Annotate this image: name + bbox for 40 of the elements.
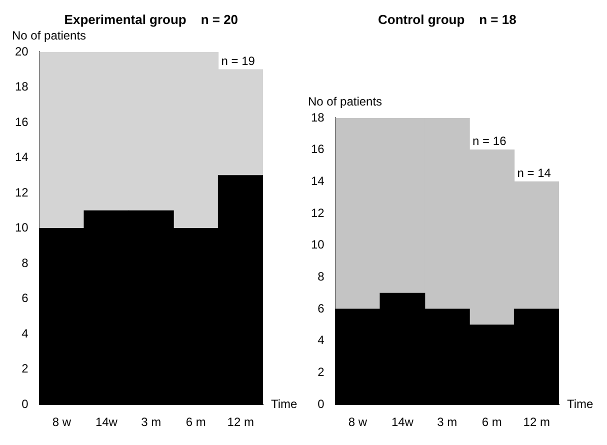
- y-axis-title: No of patients: [308, 94, 382, 108]
- annotation: n = 19: [221, 54, 256, 68]
- y-tick-label: 14: [310, 174, 325, 188]
- y-tick-label: 6: [318, 301, 325, 316]
- x-tick-label: 3 m: [141, 415, 162, 430]
- x-axis-title: Time: [271, 396, 298, 411]
- x-tick-label: 8 w: [52, 415, 72, 430]
- y-tick-label: 16: [310, 142, 325, 156]
- annotation: n = 14: [517, 166, 552, 180]
- y-axis-title: No of patients: [12, 28, 86, 42]
- chart-title: Experimental group n = 20: [64, 12, 238, 28]
- y-tick-label: 18: [14, 80, 29, 94]
- annotation: n = 16: [472, 134, 507, 148]
- y-tick-label: 10: [310, 238, 325, 252]
- chart-title: Control group n = 18: [378, 12, 516, 28]
- x-tick-label: 14w: [95, 415, 118, 430]
- y-tick-label: 8: [318, 270, 325, 284]
- y-tick-label: 2: [22, 362, 29, 376]
- x-tick-label: 6 m: [482, 415, 502, 430]
- x-tick-label: 6 m: [186, 415, 206, 430]
- y-tick-label: 6: [22, 291, 29, 306]
- x-tick-label: 12 m: [523, 415, 550, 430]
- y-tick-label: 14: [14, 150, 29, 164]
- x-tick-label: 8 w: [348, 415, 368, 430]
- y-tick-label: 2: [318, 365, 325, 380]
- x-tick-label: 14w: [391, 415, 414, 430]
- y-tick-label: 8: [22, 256, 29, 270]
- y-tick-label: 4: [318, 333, 325, 348]
- y-tick-label: 12: [14, 185, 29, 200]
- y-tick-label: 16: [14, 114, 29, 129]
- y-tick-label: 4: [22, 326, 29, 340]
- y-tick-label: 0: [318, 396, 325, 411]
- x-tick-label: 12 m: [227, 415, 254, 430]
- x-axis-title: Time: [567, 396, 594, 411]
- y-tick-label: 10: [14, 220, 29, 235]
- y-tick-label: 12: [310, 206, 325, 220]
- x-tick-label: 3 m: [437, 415, 458, 430]
- y-tick-label: 20: [14, 44, 29, 58]
- y-tick-label: 0: [22, 396, 29, 411]
- y-tick-label: 18: [310, 110, 325, 124]
